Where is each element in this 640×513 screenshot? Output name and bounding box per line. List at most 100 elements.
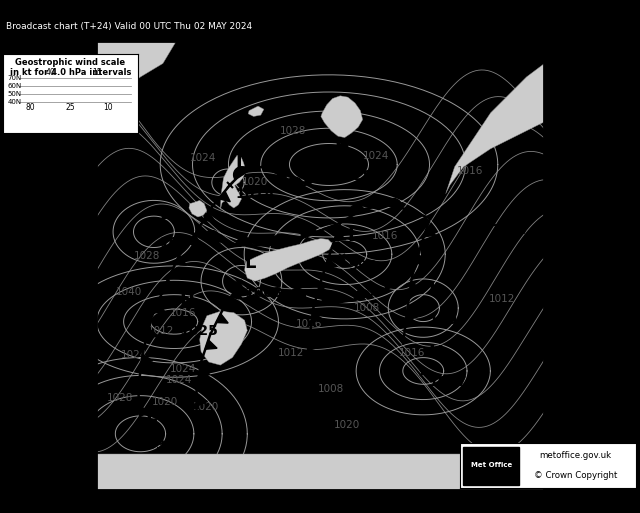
Polygon shape <box>154 304 166 313</box>
Text: 1016: 1016 <box>170 308 196 318</box>
Text: 1007: 1007 <box>492 223 530 237</box>
Text: 40: 40 <box>45 68 55 77</box>
Polygon shape <box>301 397 312 407</box>
Text: L: L <box>492 191 503 209</box>
Polygon shape <box>220 155 246 209</box>
Text: 1016: 1016 <box>399 348 425 358</box>
Polygon shape <box>216 314 228 323</box>
Polygon shape <box>95 41 177 108</box>
Text: 50N: 50N <box>7 91 21 96</box>
Text: 1020: 1020 <box>152 398 179 407</box>
Text: 1008: 1008 <box>354 303 380 313</box>
Polygon shape <box>287 177 303 187</box>
Text: 1024: 1024 <box>165 375 192 385</box>
Polygon shape <box>325 259 337 268</box>
Polygon shape <box>311 313 323 323</box>
Text: 1024: 1024 <box>363 150 389 161</box>
Text: 1020: 1020 <box>193 402 219 412</box>
Polygon shape <box>385 199 402 207</box>
Polygon shape <box>147 328 158 338</box>
Text: 40N: 40N <box>7 98 21 105</box>
Polygon shape <box>175 255 186 265</box>
Text: Broadcast chart (T+24) Valid 00 UTC Thu 02 MAY 2024: Broadcast chart (T+24) Valid 00 UTC Thu … <box>6 22 253 31</box>
Polygon shape <box>196 397 207 406</box>
Text: 25: 25 <box>65 104 76 112</box>
Polygon shape <box>308 341 319 350</box>
Text: 1024: 1024 <box>170 364 196 373</box>
Text: 1029: 1029 <box>334 169 373 183</box>
Text: 1028: 1028 <box>134 251 161 262</box>
Polygon shape <box>140 407 150 417</box>
Text: 1024: 1024 <box>120 350 147 360</box>
Polygon shape <box>321 96 363 137</box>
Polygon shape <box>415 254 428 264</box>
Polygon shape <box>410 282 421 292</box>
Text: 1025: 1025 <box>179 324 218 338</box>
Polygon shape <box>406 311 417 321</box>
Text: H: H <box>429 344 444 362</box>
Text: 1012: 1012 <box>147 326 174 336</box>
Text: L: L <box>348 227 359 245</box>
Text: 1016: 1016 <box>372 231 398 241</box>
Polygon shape <box>355 290 371 300</box>
Polygon shape <box>385 277 401 289</box>
Polygon shape <box>204 230 220 241</box>
Text: 1020: 1020 <box>334 420 360 430</box>
Text: 1028: 1028 <box>280 126 307 136</box>
Polygon shape <box>301 227 317 238</box>
Polygon shape <box>234 167 248 179</box>
Polygon shape <box>251 159 259 169</box>
Text: 1016: 1016 <box>296 319 322 329</box>
Text: 1012: 1012 <box>278 348 304 358</box>
Polygon shape <box>269 235 285 245</box>
Polygon shape <box>424 227 436 236</box>
Bar <box>463 447 520 485</box>
Polygon shape <box>244 239 333 281</box>
Polygon shape <box>445 64 545 193</box>
Text: 1018: 1018 <box>236 187 275 201</box>
Polygon shape <box>141 354 153 364</box>
Text: L: L <box>244 254 256 272</box>
Text: 1003: 1003 <box>244 286 284 300</box>
Polygon shape <box>138 380 150 390</box>
Text: L: L <box>429 281 440 299</box>
Text: 1009: 1009 <box>429 312 467 327</box>
Text: 1040: 1040 <box>116 287 142 298</box>
Text: 1017: 1017 <box>429 376 467 389</box>
Polygon shape <box>198 368 210 378</box>
Polygon shape <box>262 162 278 172</box>
Text: Met Office: Met Office <box>470 462 512 468</box>
Polygon shape <box>314 168 328 181</box>
Text: Geostrophic wind scale
in kt for 4.0 hPa intervals: Geostrophic wind scale in kt for 4.0 hPa… <box>10 58 131 77</box>
Text: L: L <box>146 407 157 425</box>
Text: L: L <box>236 155 247 173</box>
Polygon shape <box>164 280 176 288</box>
Text: H: H <box>334 137 349 155</box>
Polygon shape <box>189 234 201 245</box>
Polygon shape <box>349 205 364 216</box>
Text: metoffice.gov.uk: metoffice.gov.uk <box>540 451 612 460</box>
Polygon shape <box>248 106 264 116</box>
Polygon shape <box>278 170 287 180</box>
Text: 1012: 1012 <box>488 294 515 304</box>
Polygon shape <box>230 289 243 299</box>
Text: 1020: 1020 <box>242 177 268 187</box>
Polygon shape <box>236 237 252 246</box>
Text: 1014: 1014 <box>159 236 198 250</box>
Text: 1016: 1016 <box>457 166 484 176</box>
Text: 15: 15 <box>92 68 102 77</box>
Polygon shape <box>95 454 545 490</box>
Polygon shape <box>290 288 305 299</box>
Polygon shape <box>219 191 230 202</box>
Text: 70N: 70N <box>7 75 22 81</box>
Polygon shape <box>200 311 247 365</box>
Text: 1024: 1024 <box>190 153 216 163</box>
Text: 1008: 1008 <box>318 384 344 394</box>
Polygon shape <box>334 231 346 241</box>
Text: 10: 10 <box>103 104 113 112</box>
Polygon shape <box>322 295 338 304</box>
Text: 994: 994 <box>146 438 175 452</box>
Polygon shape <box>305 174 313 185</box>
Polygon shape <box>189 201 207 217</box>
Text: L: L <box>159 205 171 223</box>
